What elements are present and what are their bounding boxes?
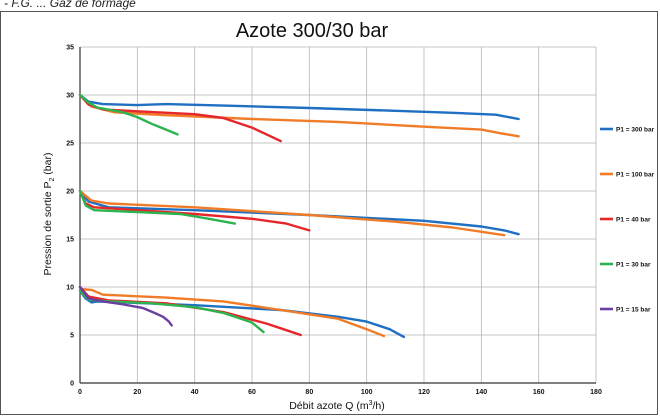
y-tick-label: 20 <box>66 189 74 196</box>
y-axis-label-main: Pression de sortie P <box>42 182 54 276</box>
x-tick-label: 180 <box>590 389 602 396</box>
y-tick-label: 5 <box>70 333 74 340</box>
legend-label-p1-15-bar: P1 = 15 bar <box>616 306 651 313</box>
chart-title: Azote 300/30 bar <box>236 20 389 42</box>
y-axis-label: Pression de sortie P2 (bar) <box>42 153 56 276</box>
series-line-p1-100-bar <box>78 287 386 338</box>
series-line-p1-300-bar <box>78 289 406 339</box>
series-line-p1-30-bar <box>78 189 236 225</box>
x-axis-label-end: /h) <box>373 400 385 412</box>
y-axis-label-end: (bar) <box>42 153 54 178</box>
y-tick-label: 25 <box>66 141 74 148</box>
x-tick-label: 0 <box>78 389 82 396</box>
series-line-p1-15-bar <box>78 285 173 327</box>
x-tick-label: 40 <box>191 389 199 396</box>
series-line-p1-100-bar <box>78 93 520 138</box>
y-tick-label: 30 <box>66 93 74 100</box>
plot-lines <box>78 93 520 339</box>
x-tick-label: 80 <box>305 389 313 396</box>
legend: P1 = 300 bar P1 = 100 bar P1 = 40 bar P1 = … <box>600 126 655 313</box>
legend-label-p1-40-bar: P1 = 40 bar <box>616 216 651 223</box>
legend-label-p1-300-bar: P1 = 300 bar <box>616 126 655 133</box>
y-tick-label: 0 <box>70 381 74 388</box>
x-tick-label: 60 <box>248 389 256 396</box>
y-axis-label-sub: 2 <box>49 178 56 182</box>
series-line-p1-300-bar <box>78 93 520 121</box>
series-line-p1-40-bar <box>78 189 311 232</box>
grid <box>79 46 597 384</box>
tick-labels: 0 20 40 60 80 100 120 140 160 180 0 5 10 15 20 25 30 35 <box>66 45 602 397</box>
legend-label-p1-30-bar: P1 = 30 bar <box>616 261 651 268</box>
series-line-p1-100-bar <box>78 189 506 237</box>
x-tick-label: 100 <box>361 389 373 396</box>
x-tick-label: 120 <box>418 389 430 396</box>
x-axis-label-sup: 3 <box>369 400 373 407</box>
x-tick-label: 20 <box>133 389 141 396</box>
y-tick-label: 15 <box>66 237 74 244</box>
chart-frame: Azote 300/30 bar 0 20 40 60 80 100 120 140 160 18… <box>0 11 658 415</box>
x-axis-label-main: Débit azote Q (m <box>289 400 369 412</box>
top-caption: - F.G. ... Gaz de formage <box>4 0 136 10</box>
y-tick-label: 35 <box>66 45 74 52</box>
axes <box>79 47 596 384</box>
x-axis-label: Débit azote Q (m3/h) <box>289 400 385 412</box>
legend-label-p1-100-bar: P1 = 100 bar <box>616 171 655 178</box>
chart-svg: Azote 300/30 bar 0 20 40 60 80 100 120 140 160 18… <box>42 20 655 412</box>
x-tick-label: 160 <box>533 389 545 396</box>
x-tick-label: 140 <box>475 389 487 396</box>
series-line-p1-30-bar <box>78 93 179 136</box>
y-tick-label: 10 <box>66 285 74 292</box>
